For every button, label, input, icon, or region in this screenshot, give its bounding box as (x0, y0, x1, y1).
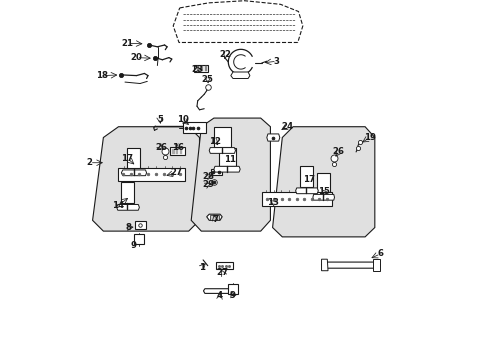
Polygon shape (121, 170, 146, 176)
Polygon shape (312, 194, 334, 200)
Bar (182, 122, 205, 133)
Bar (194, 65, 208, 72)
Bar (300, 166, 312, 187)
Text: 11: 11 (224, 154, 236, 163)
Text: 12: 12 (208, 136, 221, 145)
Bar (121, 182, 134, 203)
Text: 21: 21 (121, 39, 133, 48)
Text: 7: 7 (211, 215, 218, 224)
Polygon shape (272, 127, 374, 237)
Text: 29: 29 (202, 180, 214, 189)
Bar (200, 66, 203, 71)
Text: 23: 23 (191, 65, 203, 74)
Polygon shape (191, 118, 270, 231)
Bar (172, 149, 174, 154)
Polygon shape (373, 259, 379, 271)
Polygon shape (209, 148, 235, 153)
Bar (179, 149, 182, 154)
Text: 20: 20 (130, 53, 142, 62)
Bar (211, 169, 222, 175)
Text: 8: 8 (125, 223, 131, 232)
Polygon shape (321, 259, 327, 271)
Polygon shape (92, 127, 199, 231)
Polygon shape (117, 204, 139, 210)
Text: 9: 9 (229, 292, 236, 300)
Bar (213, 127, 231, 147)
Text: 17: 17 (303, 175, 315, 184)
Bar (215, 262, 232, 269)
Text: 28: 28 (202, 172, 214, 181)
Text: 9: 9 (130, 241, 136, 250)
Bar (197, 66, 199, 71)
Text: 26: 26 (332, 148, 344, 156)
Polygon shape (321, 262, 379, 268)
Bar (133, 234, 143, 244)
Bar (127, 148, 140, 169)
Bar (118, 168, 185, 181)
Bar (218, 148, 235, 166)
Polygon shape (266, 134, 279, 141)
Text: 17: 17 (121, 154, 133, 163)
Text: 13: 13 (267, 198, 279, 207)
Bar (317, 173, 329, 194)
Bar (261, 192, 331, 206)
Bar (210, 215, 219, 220)
Polygon shape (230, 72, 249, 78)
Polygon shape (213, 166, 240, 172)
Text: 14: 14 (111, 202, 123, 210)
Bar (204, 66, 206, 71)
Text: 22: 22 (219, 50, 231, 59)
Text: 4: 4 (217, 292, 223, 300)
Text: 15: 15 (317, 187, 329, 196)
Polygon shape (295, 188, 318, 194)
Text: 27: 27 (216, 269, 228, 277)
Polygon shape (203, 289, 238, 293)
Bar (228, 284, 238, 294)
Text: 1: 1 (199, 263, 204, 271)
Polygon shape (173, 1, 302, 42)
Polygon shape (206, 214, 222, 220)
Bar (176, 149, 178, 154)
Text: 5: 5 (157, 115, 163, 124)
Bar (169, 147, 184, 155)
Text: 26: 26 (155, 143, 166, 152)
Text: 2: 2 (86, 158, 93, 167)
Bar (134, 221, 145, 229)
Text: 10: 10 (176, 115, 188, 124)
Text: 18: 18 (96, 71, 108, 80)
Text: 3: 3 (273, 57, 279, 66)
Text: 25: 25 (202, 75, 213, 84)
Text: 24: 24 (280, 122, 292, 131)
Text: 16: 16 (172, 143, 183, 152)
Text: 19: 19 (363, 133, 375, 142)
Text: 6: 6 (377, 249, 383, 258)
Text: 27: 27 (170, 168, 182, 177)
